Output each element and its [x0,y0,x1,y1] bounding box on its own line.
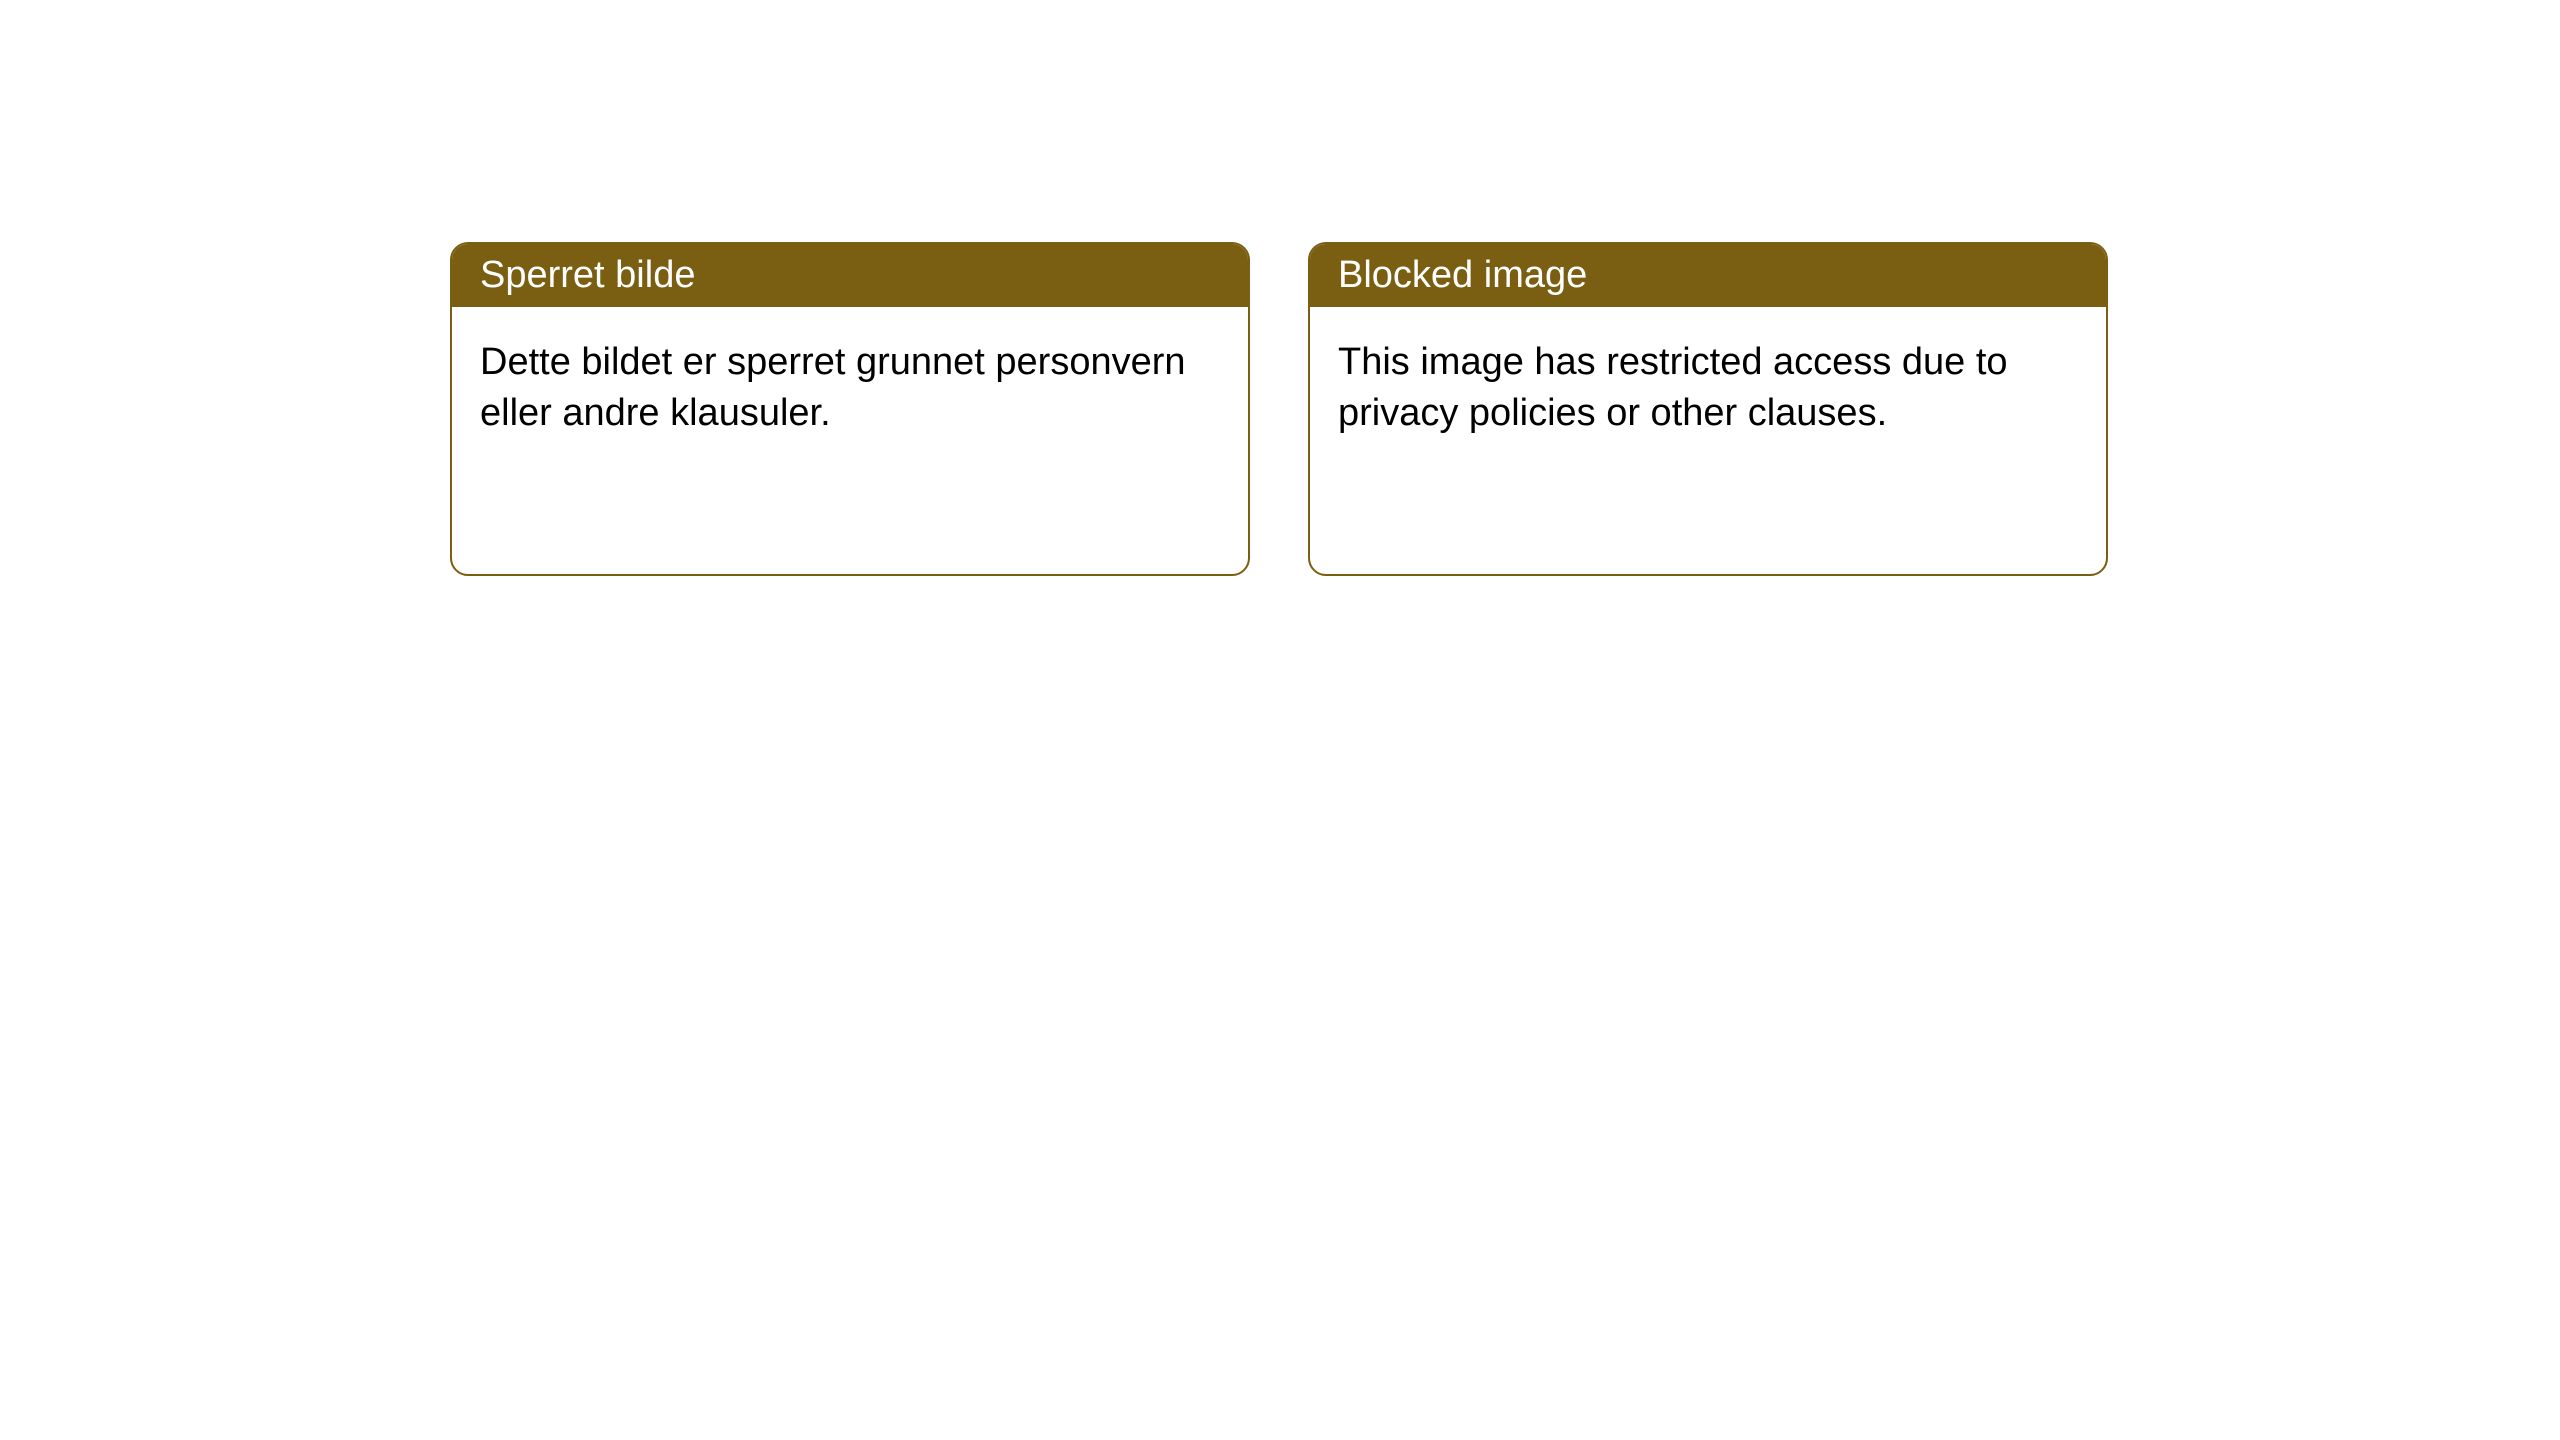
card-header: Blocked image [1310,244,2106,307]
card-body-text: This image has restricted access due to … [1338,341,2008,434]
notice-card-english: Blocked image This image has restricted … [1308,242,2108,576]
notice-card-norwegian: Sperret bilde Dette bildet er sperret gr… [450,242,1250,576]
card-title: Blocked image [1338,254,1587,296]
card-body-text: Dette bildet er sperret grunnet personve… [480,341,1186,434]
card-header: Sperret bilde [452,244,1248,307]
card-title: Sperret bilde [480,254,695,296]
card-body: Dette bildet er sperret grunnet personve… [452,307,1248,470]
notice-cards-container: Sperret bilde Dette bildet er sperret gr… [450,242,2108,576]
card-body: This image has restricted access due to … [1310,307,2106,470]
